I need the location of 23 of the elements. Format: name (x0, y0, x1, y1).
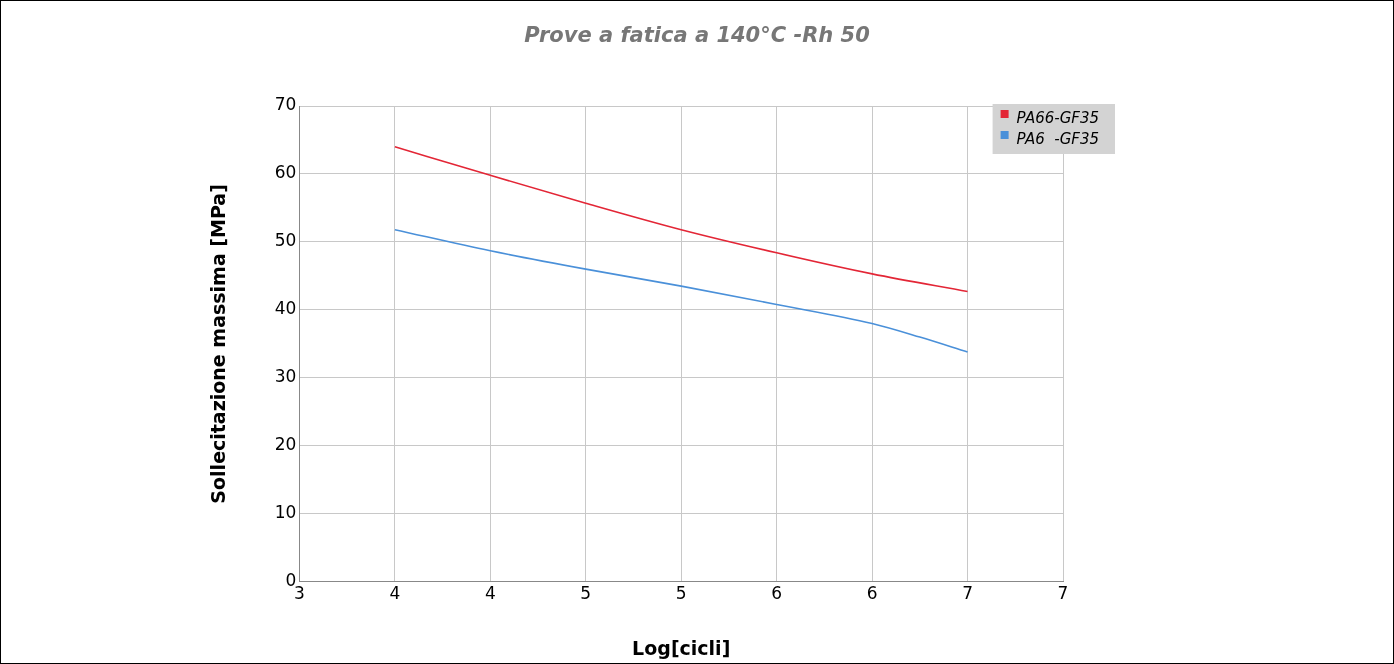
x-tick-label: 5 (675, 583, 687, 604)
y-tick-label: 30 (274, 366, 297, 387)
y-tick-label: 50 (274, 230, 297, 251)
line-series (394, 228, 969, 353)
x-tick-label: 5 (580, 583, 592, 604)
y-tick-label: 20 (274, 434, 297, 455)
x-tick-label: 3 (294, 583, 305, 604)
legend-label: PA6 -GF35 (1016, 130, 1099, 149)
chart-title: Prove a fatica a 140°C -Rh 50 (523, 23, 871, 47)
y-tick-label: 60 (274, 162, 297, 183)
x-tick-label: 6 (771, 583, 783, 604)
x-axis-title: Log[cicli] (632, 636, 731, 659)
line-series (394, 145, 969, 293)
x-tick-label: 7 (962, 583, 973, 604)
x-tick-label: 4 (484, 583, 496, 604)
x-tick-label: 7 (1057, 583, 1069, 604)
y-tick-label: 10 (274, 502, 297, 523)
y-axis-title: Sollecitazione massima [MPa] (207, 184, 230, 504)
y-tick-label: 70 (274, 94, 297, 115)
x-tick-label: 6 (866, 583, 878, 604)
legend-label: PA66-GF35 (1016, 109, 1100, 128)
x-tick-label: 4 (389, 583, 401, 604)
y-tick-label: 40 (274, 298, 297, 319)
